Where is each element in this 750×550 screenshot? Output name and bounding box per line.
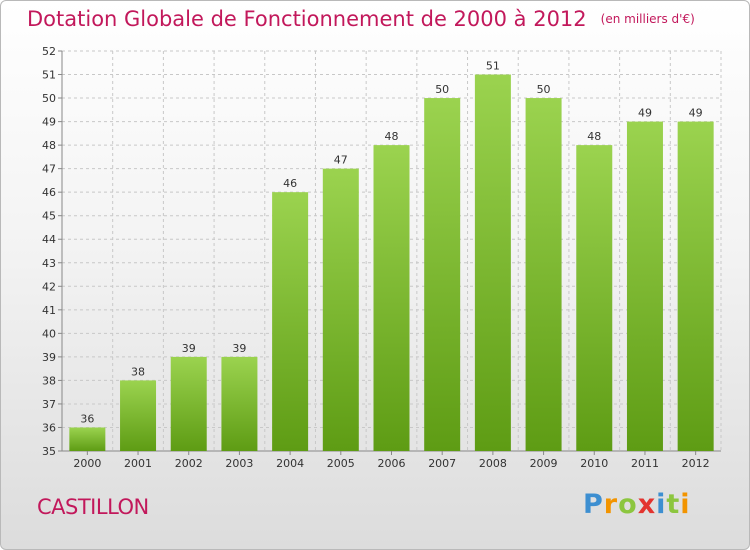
bar-value-label: 49 bbox=[638, 107, 652, 120]
unit-label: (en milliers d'€) bbox=[600, 12, 695, 26]
y-tick-label: 41 bbox=[42, 304, 56, 317]
logo-letter: o bbox=[618, 489, 638, 520]
y-tick-label: 45 bbox=[42, 210, 56, 223]
y-tick-label: 44 bbox=[42, 233, 56, 246]
bar-value-label: 39 bbox=[182, 342, 196, 355]
x-tick-label: 2006 bbox=[378, 457, 406, 470]
commune-name: CASTILLON bbox=[37, 495, 149, 519]
bar bbox=[626, 121, 663, 452]
y-tick-label: 46 bbox=[42, 186, 56, 199]
bar bbox=[69, 427, 106, 451]
y-tick-label: 52 bbox=[42, 45, 56, 58]
y-tick-label: 42 bbox=[42, 280, 56, 293]
x-tick-label: 2004 bbox=[276, 457, 304, 470]
bar-value-label: 36 bbox=[80, 412, 94, 425]
bar bbox=[272, 192, 309, 452]
x-tick-label: 2008 bbox=[479, 457, 507, 470]
bar bbox=[120, 380, 157, 451]
x-tick-label: 2000 bbox=[73, 457, 101, 470]
y-tick-label: 37 bbox=[42, 398, 56, 411]
bar bbox=[525, 98, 562, 451]
logo-letter: i bbox=[680, 489, 691, 520]
y-tick-label: 36 bbox=[42, 421, 56, 434]
bar-value-label: 39 bbox=[232, 342, 246, 355]
chart-title: Dotation Globale de Fonctionnement de 20… bbox=[27, 7, 695, 31]
bar bbox=[373, 145, 410, 451]
bar-value-label: 50 bbox=[435, 83, 449, 96]
bar bbox=[424, 98, 461, 451]
x-tick-label: 2001 bbox=[124, 457, 152, 470]
x-tick-label: 2011 bbox=[631, 457, 659, 470]
bar-value-label: 51 bbox=[486, 60, 500, 73]
proxiti-logo: Proxiti bbox=[583, 489, 691, 520]
x-tick-label: 2005 bbox=[327, 457, 355, 470]
y-tick-label: 40 bbox=[42, 327, 56, 340]
y-tick-label: 35 bbox=[42, 445, 56, 458]
bar-value-label: 50 bbox=[537, 83, 551, 96]
title-text: Dotation Globale de Fonctionnement de 20… bbox=[27, 7, 587, 31]
y-tick-label: 39 bbox=[42, 351, 56, 364]
bar bbox=[221, 356, 258, 451]
logo-letter: i bbox=[656, 489, 667, 520]
y-tick-label: 48 bbox=[42, 139, 56, 152]
x-tick-label: 2012 bbox=[682, 457, 710, 470]
bar-value-label: 48 bbox=[385, 130, 399, 143]
y-tick-label: 51 bbox=[42, 69, 56, 82]
y-tick-label: 43 bbox=[42, 257, 56, 270]
bar-value-label: 49 bbox=[689, 107, 703, 120]
bar-value-label: 38 bbox=[131, 365, 145, 378]
y-tick-label: 47 bbox=[42, 163, 56, 176]
bar bbox=[170, 356, 207, 451]
bar bbox=[474, 74, 511, 451]
bar bbox=[576, 145, 613, 451]
bar-value-label: 48 bbox=[587, 130, 601, 143]
bar-value-label: 47 bbox=[334, 154, 348, 167]
bar-value-label: 46 bbox=[283, 177, 297, 190]
y-tick-label: 50 bbox=[42, 92, 56, 105]
y-tick-label: 49 bbox=[42, 116, 56, 129]
logo-letter: x bbox=[637, 489, 657, 520]
bar bbox=[677, 121, 714, 452]
x-tick-label: 2003 bbox=[225, 457, 253, 470]
x-tick-label: 2002 bbox=[175, 457, 203, 470]
x-tick-label: 2007 bbox=[428, 457, 456, 470]
x-tick-label: 2009 bbox=[530, 457, 558, 470]
bar bbox=[322, 168, 359, 451]
x-tick-label: 2010 bbox=[580, 457, 608, 470]
logo-letter: r bbox=[603, 489, 619, 520]
y-tick-label: 38 bbox=[42, 374, 56, 387]
logo-letter: P bbox=[583, 489, 604, 520]
logo-letter: t bbox=[666, 489, 681, 520]
